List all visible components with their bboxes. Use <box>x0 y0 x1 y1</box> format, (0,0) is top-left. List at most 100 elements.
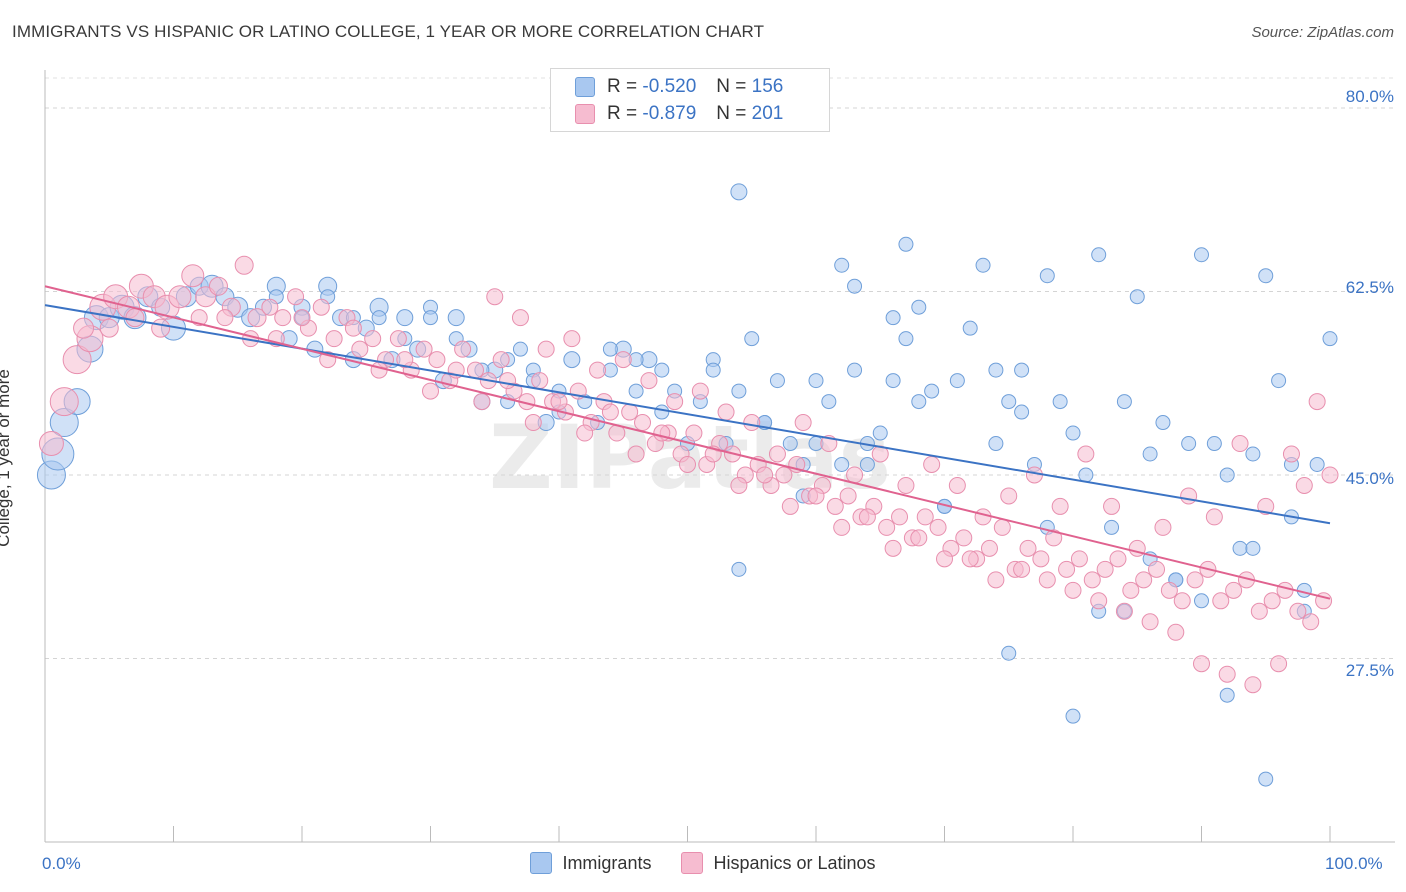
immigrants-point <box>1039 268 1055 284</box>
hispanic-point <box>1250 602 1268 620</box>
immigrants-point <box>1271 373 1287 389</box>
hispanic-point <box>1070 550 1088 568</box>
hispanic-point <box>717 403 735 421</box>
hispanic-point <box>486 288 504 306</box>
hispanic-point <box>1135 571 1153 589</box>
hispanic-point <box>1103 497 1121 515</box>
immigrants-point <box>769 373 785 389</box>
immigrants-point <box>782 436 798 452</box>
immigrants-point <box>1065 708 1081 724</box>
hispanic-point <box>1289 602 1307 620</box>
hispanic-point <box>1173 592 1191 610</box>
hispanic-point <box>1167 623 1185 641</box>
hispanic-point <box>621 403 639 421</box>
hispanic-point <box>293 309 311 327</box>
immigrants-point <box>911 299 927 315</box>
hispanic-point <box>344 319 362 337</box>
hispanic-point <box>929 518 947 536</box>
immigrants-point <box>949 373 965 389</box>
immigrants-point <box>1194 593 1209 609</box>
immigrants-point <box>1155 415 1171 431</box>
hispanic-point <box>679 455 696 473</box>
hispanic-point <box>936 550 953 568</box>
hispanic-point <box>1064 581 1082 599</box>
y-tick-label: 62.5% <box>1345 278 1394 297</box>
trend-line-hispanic <box>44 285 1331 600</box>
legend-item-immigrants[interactable]: Immigrants <box>530 852 651 874</box>
hispanic-point <box>1154 518 1172 536</box>
hispanic-point <box>247 308 267 328</box>
hispanic-point <box>351 340 369 358</box>
hispanic-point <box>794 414 812 432</box>
hispanic-point <box>1090 592 1108 610</box>
immigrants-point <box>1258 771 1274 787</box>
immigrants-point <box>654 362 670 378</box>
immigrants-point <box>988 362 1004 378</box>
hispanic-point <box>576 424 594 442</box>
hispanic-point <box>743 414 761 432</box>
hispanic-point <box>1276 581 1294 599</box>
immigrants-point <box>847 278 863 294</box>
hispanic-point <box>492 351 510 369</box>
immigrants-point <box>911 394 927 410</box>
hispanic-point <box>1058 560 1076 578</box>
y-axis-label-text: College, 1 year or more <box>0 369 13 547</box>
hispanic-point <box>1000 487 1018 505</box>
immigrants-point <box>1245 540 1261 556</box>
hispanic-point <box>531 372 549 390</box>
hispanic-point <box>216 309 234 327</box>
hispanic-point <box>537 340 555 358</box>
immigrants-point <box>563 351 581 369</box>
hispanic-point <box>640 372 658 390</box>
hispanic-point <box>1321 466 1339 484</box>
immigrants-point <box>1309 456 1325 472</box>
hispanic-point <box>234 255 254 275</box>
immigrants-point <box>1245 446 1261 462</box>
hispanic-point <box>1225 581 1243 599</box>
legend-row-hispanic: R = -0.879 N = 201 <box>551 101 783 127</box>
y-tick-label: 45.0% <box>1345 469 1394 488</box>
hispanic-point <box>923 455 941 473</box>
immigrants-point <box>808 373 824 389</box>
hispanic-point <box>1270 655 1288 673</box>
immigrants-point <box>1078 467 1094 483</box>
hispanic-point <box>125 308 145 328</box>
hispanic-point <box>826 497 844 515</box>
hispanic-point <box>49 387 79 417</box>
hispanic-point <box>524 414 542 432</box>
hispanic-point <box>884 539 902 557</box>
hispanic-point <box>1115 602 1133 620</box>
legend-item-hispanic[interactable]: Hispanics or Latinos <box>681 852 876 874</box>
immigrants-point <box>988 436 1004 452</box>
immigrants-point <box>705 362 721 378</box>
legend-swatch-hispanic <box>681 852 704 874</box>
immigrants-point <box>859 456 875 472</box>
hispanic-point <box>653 424 671 442</box>
hispanic-point <box>878 518 896 536</box>
hispanic-point <box>627 445 645 463</box>
chart-title: IMMIGRANTS VS HISPANIC OR LATINO COLLEGE… <box>12 22 765 41</box>
hispanic-point <box>1308 393 1326 411</box>
legend-row-immigrants: R = -0.520 N = 156 <box>551 74 783 100</box>
immigrants-point <box>447 309 465 327</box>
immigrants-point <box>1014 362 1030 378</box>
hispanic-point <box>195 286 217 308</box>
hispanic-point <box>62 345 92 375</box>
hispanic-point <box>1083 571 1101 589</box>
immigrants-point <box>423 310 438 326</box>
hispanic-point <box>910 529 928 547</box>
hispanic-point <box>466 361 484 379</box>
hispanic-point <box>1077 445 1095 463</box>
hispanic-point <box>974 508 992 526</box>
hispanic-point <box>1244 676 1262 694</box>
immigrants-point <box>821 394 837 410</box>
immigrants-point <box>1194 247 1209 263</box>
immigrants-point <box>371 310 387 326</box>
hispanic-point <box>312 298 330 316</box>
immigrants-point <box>1181 436 1197 452</box>
trend-lines <box>44 285 1331 600</box>
immigrants-point <box>1258 268 1274 284</box>
immigrants-point <box>1001 394 1017 410</box>
hispanic-point <box>511 309 529 327</box>
